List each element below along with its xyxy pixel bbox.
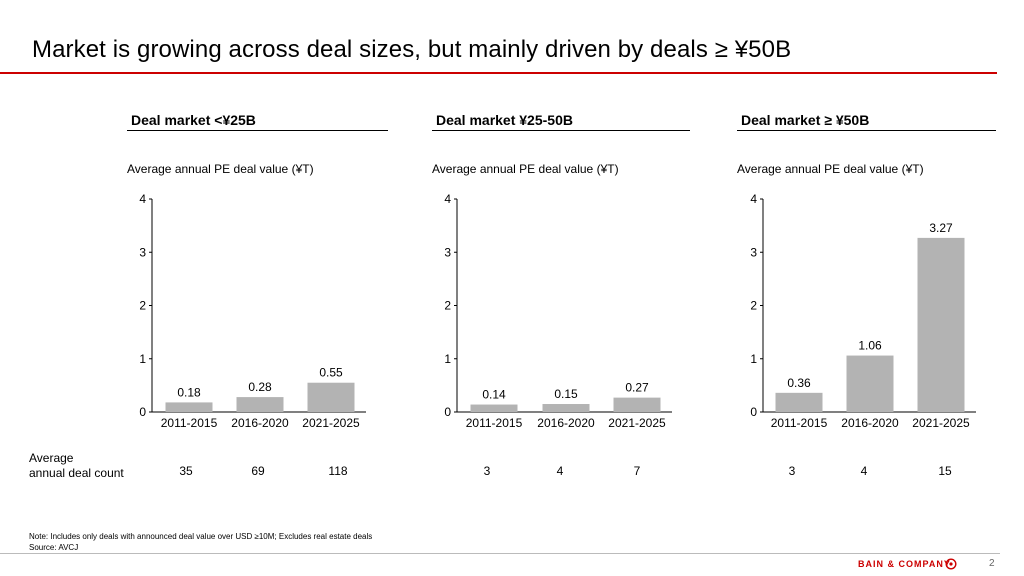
x-tick-label: 2016-2020 — [537, 416, 595, 430]
deal-count-label-text: Average annual deal count — [29, 451, 124, 480]
footer-divider — [0, 553, 1000, 554]
deal-count: 15 — [938, 464, 952, 478]
bar-value-label: 0.55 — [319, 366, 343, 380]
panel-rule-mid — [432, 130, 690, 131]
y-tick-label: 0 — [750, 405, 757, 419]
deal-count: 3 — [788, 464, 796, 478]
y-tick-label: 4 — [139, 192, 146, 206]
panel-title-small: Deal market <¥25B — [131, 112, 256, 128]
y-tick-label: 0 — [444, 405, 451, 419]
y-tick-label: 2 — [139, 299, 146, 313]
bar-value-label: 0.28 — [248, 380, 272, 394]
bar — [917, 237, 965, 412]
deal-count: 7 — [633, 464, 641, 478]
panel-ylabel-mid: Average annual PE deal value (¥T) — [432, 162, 619, 176]
bar — [165, 402, 213, 412]
company-logo: BAIN & COMPANY — [858, 559, 951, 569]
bar-value-label: 0.14 — [482, 388, 506, 402]
deal-count: 4 — [860, 464, 868, 478]
deal-count: 35 — [179, 464, 193, 478]
deal-count: 69 — [251, 464, 265, 478]
panel-title-mid: Deal market ¥25-50B — [436, 112, 573, 128]
bar-value-label: 1.06 — [858, 339, 882, 353]
footnote: Note: Includes only deals with announced… — [29, 531, 372, 553]
y-tick-label: 1 — [139, 352, 146, 366]
bar — [470, 404, 518, 412]
panel-title-large: Deal market ≥ ¥50B — [741, 112, 870, 128]
y-tick-label: 1 — [750, 352, 757, 366]
y-tick-label: 3 — [750, 245, 757, 259]
x-tick-label: 2011-2015 — [466, 416, 523, 430]
bar — [613, 397, 661, 412]
y-tick-label: 4 — [444, 192, 451, 206]
y-tick-label: 2 — [444, 299, 451, 313]
x-tick-label: 2011-2015 — [161, 416, 218, 430]
bar-value-label: 0.15 — [554, 387, 578, 401]
deal-count-label: Average annual deal count — [29, 451, 124, 481]
bar — [775, 392, 823, 412]
y-tick-label: 2 — [750, 299, 757, 313]
bar — [236, 397, 284, 412]
bar — [307, 382, 355, 412]
panel-rule-small — [127, 130, 388, 131]
panel-rule-large — [737, 130, 996, 131]
x-tick-label: 2011-2015 — [771, 416, 828, 430]
deal-count: 4 — [556, 464, 564, 478]
bar-value-label: 3.27 — [929, 221, 953, 235]
bar — [542, 404, 590, 412]
panel-ylabel-large: Average annual PE deal value (¥T) — [737, 162, 924, 176]
y-tick-label: 3 — [139, 245, 146, 259]
page-title: Market is growing across deal sizes, but… — [32, 36, 792, 63]
footnote-source: Source: AVCJ — [29, 543, 79, 552]
y-tick-label: 3 — [444, 245, 451, 259]
x-tick-label: 2021-2025 — [302, 416, 360, 430]
x-tick-label: 2016-2020 — [231, 416, 289, 430]
logo-mark-icon — [945, 558, 957, 570]
y-tick-label: 1 — [444, 352, 451, 366]
x-tick-label: 2016-2020 — [841, 416, 899, 430]
title-divider — [0, 72, 997, 74]
bar — [846, 355, 894, 412]
panel-ylabel-small: Average annual PE deal value (¥T) — [127, 162, 314, 176]
page-number: 2 — [989, 558, 995, 569]
bar-value-label: 0.27 — [625, 381, 649, 395]
x-tick-label: 2021-2025 — [608, 416, 666, 430]
bar-value-label: 0.18 — [177, 385, 201, 399]
deal-count: 118 — [328, 464, 348, 478]
deal-count: 3 — [483, 464, 491, 478]
y-tick-label: 4 — [750, 192, 757, 206]
x-tick-label: 2021-2025 — [912, 416, 970, 430]
footnote-note: Note: Includes only deals with announced… — [29, 532, 373, 541]
bar-value-label: 0.36 — [787, 376, 811, 390]
y-tick-label: 0 — [139, 405, 146, 419]
